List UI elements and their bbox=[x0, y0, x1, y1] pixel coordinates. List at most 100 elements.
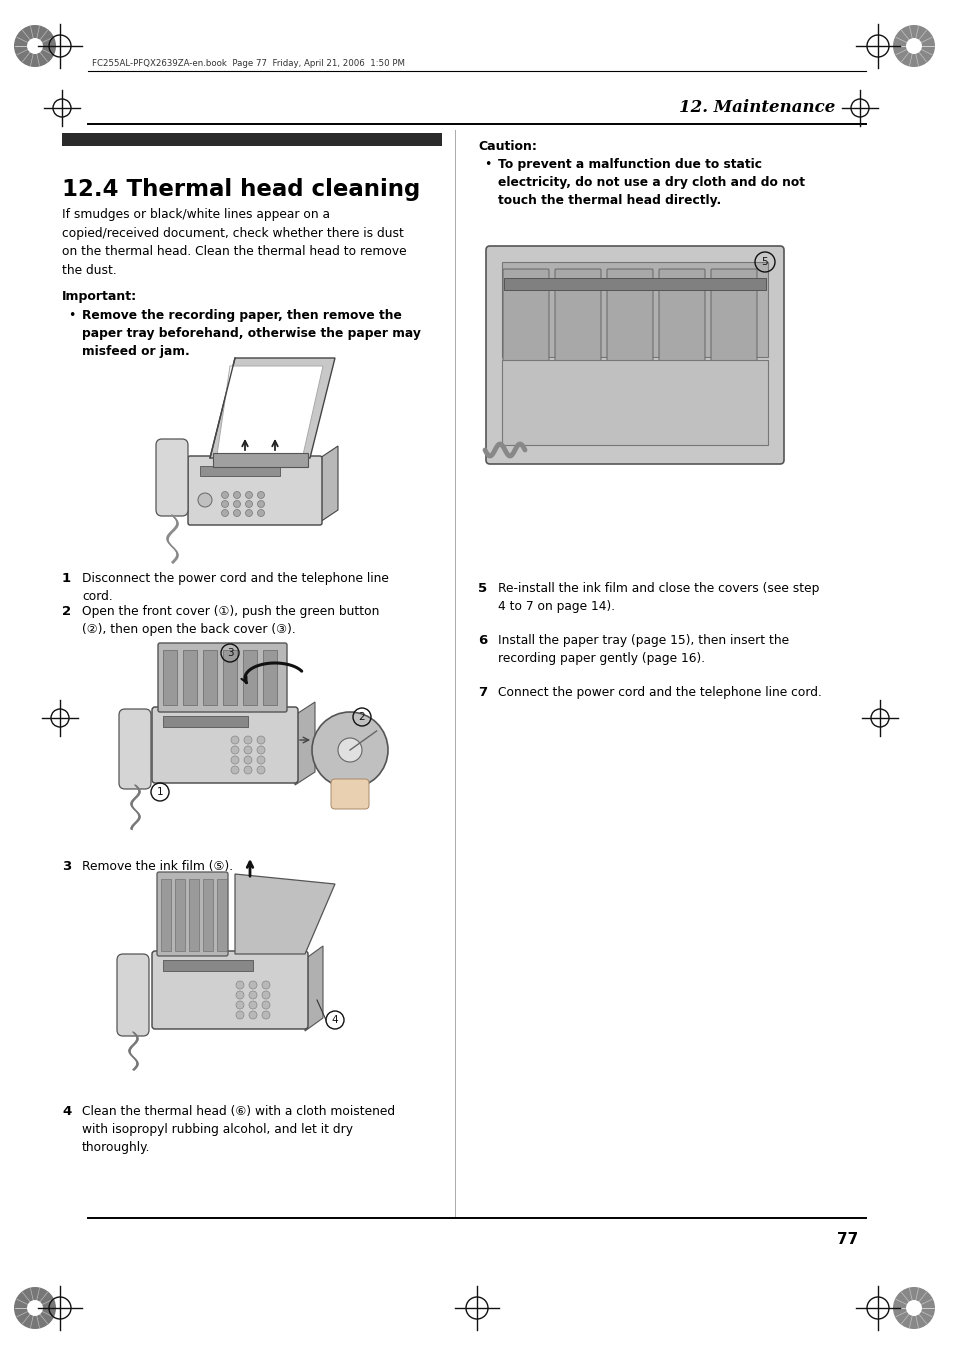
Bar bbox=[216, 880, 227, 951]
Circle shape bbox=[231, 757, 239, 765]
Circle shape bbox=[249, 981, 256, 989]
Text: FC255AL-PFQX2639ZA-en.book  Page 77  Friday, April 21, 2006  1:50 PM: FC255AL-PFQX2639ZA-en.book Page 77 Frida… bbox=[91, 58, 405, 68]
Text: 7: 7 bbox=[477, 686, 487, 698]
Text: Important:: Important: bbox=[62, 290, 137, 303]
Circle shape bbox=[245, 509, 253, 516]
Circle shape bbox=[256, 736, 265, 744]
FancyBboxPatch shape bbox=[158, 643, 287, 712]
Text: 4: 4 bbox=[62, 1105, 71, 1119]
Text: 5: 5 bbox=[477, 582, 487, 594]
Circle shape bbox=[257, 492, 264, 499]
Bar bbox=[163, 961, 253, 971]
Bar bbox=[213, 453, 308, 467]
Bar bbox=[263, 650, 276, 705]
Bar bbox=[183, 650, 196, 705]
Bar bbox=[62, 132, 441, 146]
Text: •: • bbox=[483, 158, 491, 172]
Polygon shape bbox=[305, 946, 323, 1031]
FancyBboxPatch shape bbox=[659, 269, 704, 361]
Text: 77: 77 bbox=[836, 1232, 857, 1247]
Circle shape bbox=[27, 1300, 43, 1316]
Circle shape bbox=[233, 509, 240, 516]
Text: Install the paper tray (page 15), then insert the
recording paper gently (page 1: Install the paper tray (page 15), then i… bbox=[497, 634, 788, 665]
FancyBboxPatch shape bbox=[119, 709, 151, 789]
Bar bbox=[243, 650, 256, 705]
Circle shape bbox=[198, 493, 212, 507]
Polygon shape bbox=[210, 358, 335, 458]
FancyBboxPatch shape bbox=[606, 269, 652, 361]
Circle shape bbox=[244, 757, 252, 765]
Text: 12.4 Thermal head cleaning: 12.4 Thermal head cleaning bbox=[62, 178, 420, 201]
Circle shape bbox=[257, 509, 264, 516]
Circle shape bbox=[249, 1011, 256, 1019]
Text: 1: 1 bbox=[156, 788, 163, 797]
Circle shape bbox=[262, 981, 270, 989]
Text: 5: 5 bbox=[760, 257, 767, 267]
FancyBboxPatch shape bbox=[152, 951, 308, 1029]
Circle shape bbox=[233, 500, 240, 508]
Circle shape bbox=[244, 746, 252, 754]
Bar bbox=[161, 880, 171, 951]
FancyBboxPatch shape bbox=[157, 871, 228, 957]
Bar bbox=[174, 880, 185, 951]
Polygon shape bbox=[319, 446, 337, 521]
Text: Disconnect the power cord and the telephone line
cord.: Disconnect the power cord and the teleph… bbox=[82, 571, 389, 603]
Circle shape bbox=[262, 1001, 270, 1009]
Text: 3: 3 bbox=[62, 861, 71, 873]
Text: Connect the power cord and the telephone line cord.: Connect the power cord and the telephone… bbox=[497, 686, 821, 698]
Text: To prevent a malfunction due to static
electricity, do not use a dry cloth and d: To prevent a malfunction due to static e… bbox=[497, 158, 804, 207]
Circle shape bbox=[27, 38, 43, 54]
Bar bbox=[503, 278, 765, 290]
Circle shape bbox=[892, 26, 934, 68]
FancyBboxPatch shape bbox=[485, 246, 783, 463]
FancyBboxPatch shape bbox=[502, 269, 548, 361]
Text: •: • bbox=[68, 309, 75, 322]
Circle shape bbox=[14, 1288, 56, 1329]
Circle shape bbox=[235, 992, 244, 998]
Circle shape bbox=[892, 1288, 934, 1329]
Text: 2: 2 bbox=[62, 605, 71, 617]
Text: 12. Maintenance: 12. Maintenance bbox=[678, 100, 834, 116]
Circle shape bbox=[262, 1011, 270, 1019]
Polygon shape bbox=[294, 703, 314, 785]
Text: Re-install the ink film and close the covers (see step
4 to 7 on page 14).: Re-install the ink film and close the co… bbox=[497, 582, 819, 613]
FancyBboxPatch shape bbox=[117, 954, 149, 1036]
FancyBboxPatch shape bbox=[156, 439, 188, 516]
Bar bbox=[189, 880, 199, 951]
Circle shape bbox=[256, 766, 265, 774]
FancyBboxPatch shape bbox=[331, 780, 369, 809]
Circle shape bbox=[235, 1001, 244, 1009]
Circle shape bbox=[249, 1001, 256, 1009]
Circle shape bbox=[235, 1011, 244, 1019]
FancyBboxPatch shape bbox=[188, 457, 322, 526]
Circle shape bbox=[231, 736, 239, 744]
Bar bbox=[163, 716, 248, 727]
Circle shape bbox=[312, 712, 388, 788]
Polygon shape bbox=[216, 366, 323, 455]
Text: 2: 2 bbox=[358, 712, 365, 721]
Text: Remove the ink film (⑤).: Remove the ink film (⑤). bbox=[82, 861, 233, 873]
FancyBboxPatch shape bbox=[152, 707, 297, 784]
Circle shape bbox=[231, 746, 239, 754]
Circle shape bbox=[249, 992, 256, 998]
Circle shape bbox=[231, 766, 239, 774]
Bar bbox=[203, 650, 216, 705]
Bar bbox=[163, 650, 177, 705]
Text: Open the front cover (①), push the green button
(②), then open the back cover (③: Open the front cover (①), push the green… bbox=[82, 605, 379, 636]
Circle shape bbox=[245, 492, 253, 499]
Text: 4: 4 bbox=[332, 1015, 338, 1025]
Circle shape bbox=[245, 500, 253, 508]
Circle shape bbox=[235, 981, 244, 989]
Bar bbox=[200, 466, 280, 476]
Circle shape bbox=[221, 509, 229, 516]
Circle shape bbox=[233, 492, 240, 499]
Circle shape bbox=[905, 38, 921, 54]
Text: 1: 1 bbox=[62, 571, 71, 585]
Bar bbox=[223, 650, 236, 705]
Circle shape bbox=[257, 500, 264, 508]
Text: If smudges or black/white lines appear on a
copied/received document, check whet: If smudges or black/white lines appear o… bbox=[62, 208, 406, 277]
Circle shape bbox=[905, 1300, 921, 1316]
Text: Clean the thermal head (⑥) with a cloth moistened
with isopropyl rubbing alcohol: Clean the thermal head (⑥) with a cloth … bbox=[82, 1105, 395, 1154]
Circle shape bbox=[256, 746, 265, 754]
Circle shape bbox=[256, 757, 265, 765]
